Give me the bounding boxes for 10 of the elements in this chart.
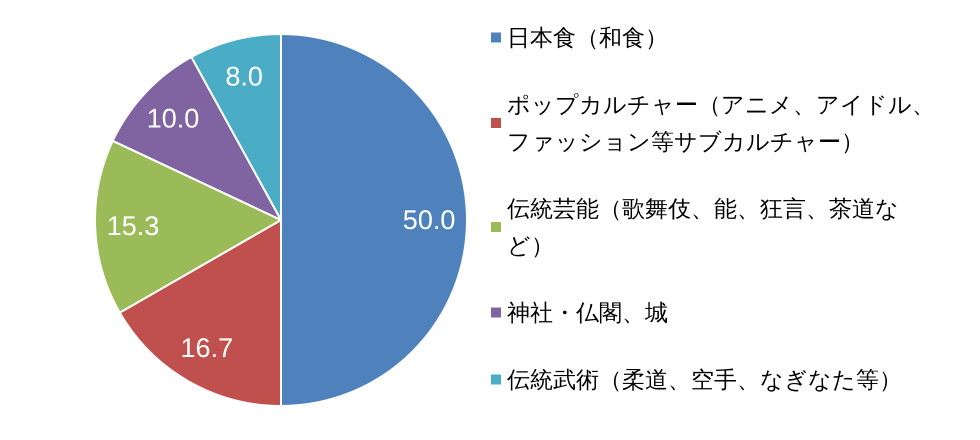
legend-label: 神社・仏閣、城	[507, 300, 668, 326]
data-label: 50.0	[402, 205, 456, 235]
data-label: 16.7	[180, 333, 234, 364]
legend-label: ポップカルチャー（アニメ、アイドル、ファッション等サブカルチャー）	[507, 92, 935, 154]
data-label: 8.0	[225, 62, 263, 92]
legend-label: 伝統芸能（歌舞伎、能、狂言、茶道など）	[507, 196, 899, 258]
legend-label: 伝統武術（柔道、空手、なぎなた等）	[507, 366, 902, 392]
data-label: 10.0	[146, 104, 200, 134]
data-label: 15.3	[106, 211, 160, 242]
legend-label: 日本食（和食）	[507, 24, 668, 50]
